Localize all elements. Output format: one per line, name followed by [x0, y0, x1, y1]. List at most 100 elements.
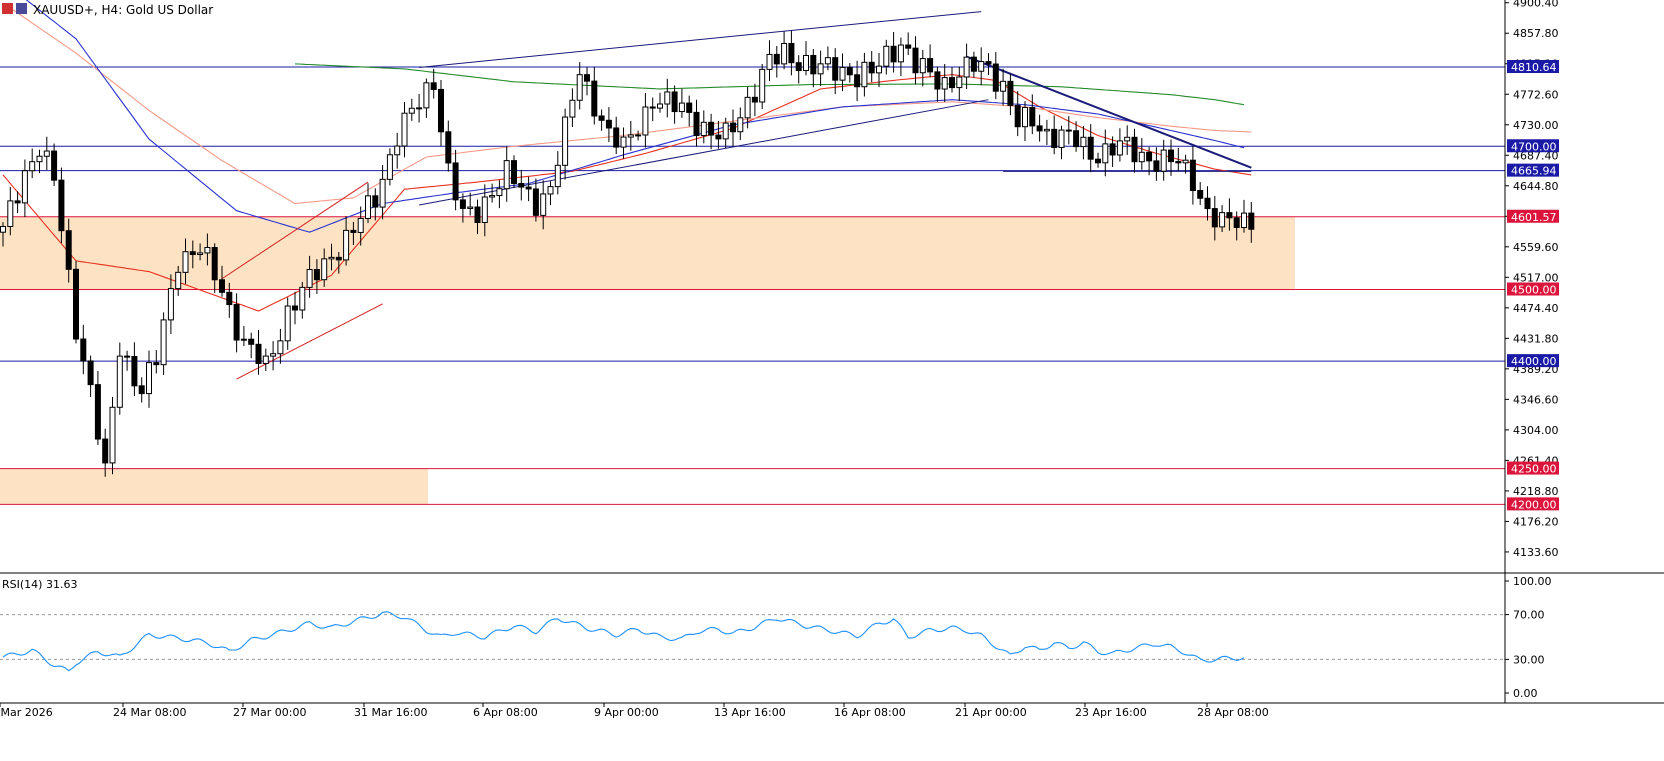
candle	[788, 30, 795, 76]
candle	[270, 341, 277, 371]
candle	[350, 221, 357, 245]
candle-body	[598, 115, 605, 121]
candle-body	[365, 195, 371, 219]
price-tick-label: 4900.40	[1513, 0, 1559, 10]
candle-body	[146, 362, 152, 395]
candle	[175, 265, 182, 296]
candle	[248, 332, 255, 359]
candle	[36, 149, 43, 174]
candle	[116, 342, 123, 415]
time-tick-label: 9 Mar 2026	[0, 706, 53, 719]
candle-body	[416, 107, 423, 110]
candle-body	[87, 360, 94, 386]
candle	[131, 342, 138, 396]
candle-body	[1036, 125, 1043, 132]
time-tick-label: 21 Apr 00:00	[955, 706, 1027, 719]
candle-body	[459, 199, 466, 209]
candle-body	[773, 53, 780, 65]
candle-body	[343, 229, 350, 261]
candle-body	[189, 251, 196, 256]
candle-body	[1109, 143, 1116, 156]
candle	[1080, 126, 1087, 160]
candle-body	[1189, 159, 1196, 191]
level-price-badge	[1507, 139, 1559, 153]
level-price-badge	[1507, 282, 1559, 296]
candle-body	[584, 74, 590, 82]
candle	[1168, 139, 1174, 176]
candle	[876, 53, 882, 88]
candle-body	[211, 246, 218, 281]
candle	[547, 181, 554, 206]
candle	[1058, 125, 1065, 160]
candle	[1014, 91, 1021, 137]
candle	[357, 206, 364, 246]
candle	[1211, 196, 1218, 241]
candle-body	[452, 162, 459, 201]
candle	[715, 120, 722, 149]
candle	[649, 97, 656, 122]
candle	[394, 132, 401, 169]
candle-body	[781, 42, 788, 65]
candle-body	[0, 225, 6, 233]
candle	[182, 238, 189, 284]
candle	[584, 67, 590, 96]
candle-body	[277, 340, 284, 355]
candle-body	[532, 188, 539, 216]
candle	[65, 218, 72, 283]
candle-body	[649, 106, 656, 109]
chart-type-icon[interactable]	[2, 3, 13, 14]
candle-body	[58, 179, 65, 232]
candle-body	[467, 206, 474, 209]
candle	[897, 37, 904, 76]
candle-body	[489, 195, 496, 198]
candle	[941, 63, 948, 102]
candle	[467, 192, 474, 216]
candle-body	[357, 217, 364, 233]
candle	[386, 148, 393, 186]
candle	[408, 98, 415, 121]
candle-body	[321, 258, 328, 281]
candle	[1175, 147, 1182, 172]
candle-body	[1182, 159, 1189, 164]
candle	[80, 324, 87, 375]
candle	[167, 274, 174, 335]
candle-body	[43, 150, 50, 157]
candle-body	[832, 57, 839, 81]
candle-body	[613, 127, 620, 148]
candle-body	[386, 154, 393, 180]
candle-body	[1241, 212, 1247, 229]
candle-body	[693, 111, 700, 137]
candle-body	[1043, 128, 1050, 132]
candle	[474, 199, 481, 235]
candle	[189, 240, 196, 269]
candle	[379, 165, 386, 220]
time-tick-label: 23 Apr 16:00	[1075, 706, 1147, 719]
rsi-line	[2, 611, 1245, 672]
candle-body	[175, 271, 182, 290]
chart-color-icon[interactable]	[16, 3, 27, 14]
candle-body	[423, 82, 430, 109]
price-tick-label: 4346.60	[1513, 393, 1559, 406]
price-tick-label: 4687.40	[1513, 149, 1559, 162]
candle	[430, 68, 437, 99]
candle	[1073, 121, 1080, 152]
candle	[846, 63, 853, 83]
candle-body	[1124, 136, 1131, 142]
candle-body	[65, 230, 72, 270]
level-price-badge	[1507, 60, 1559, 74]
candle-body	[1014, 104, 1021, 128]
level-price-label: 4200.00	[1511, 498, 1557, 511]
candle-body	[160, 319, 167, 366]
candle	[1138, 138, 1145, 170]
candle-body	[481, 196, 488, 223]
candlesticks	[0, 30, 1255, 477]
trendline	[419, 11, 982, 68]
level-price-label: 4500.00	[1511, 284, 1557, 297]
price-tick-label: 4559.60	[1513, 241, 1559, 254]
candle-body	[686, 102, 693, 113]
candle-body	[182, 251, 189, 273]
candle-body	[1029, 107, 1036, 127]
candle	[693, 99, 700, 147]
price-tick-label: 4218.80	[1513, 485, 1559, 498]
